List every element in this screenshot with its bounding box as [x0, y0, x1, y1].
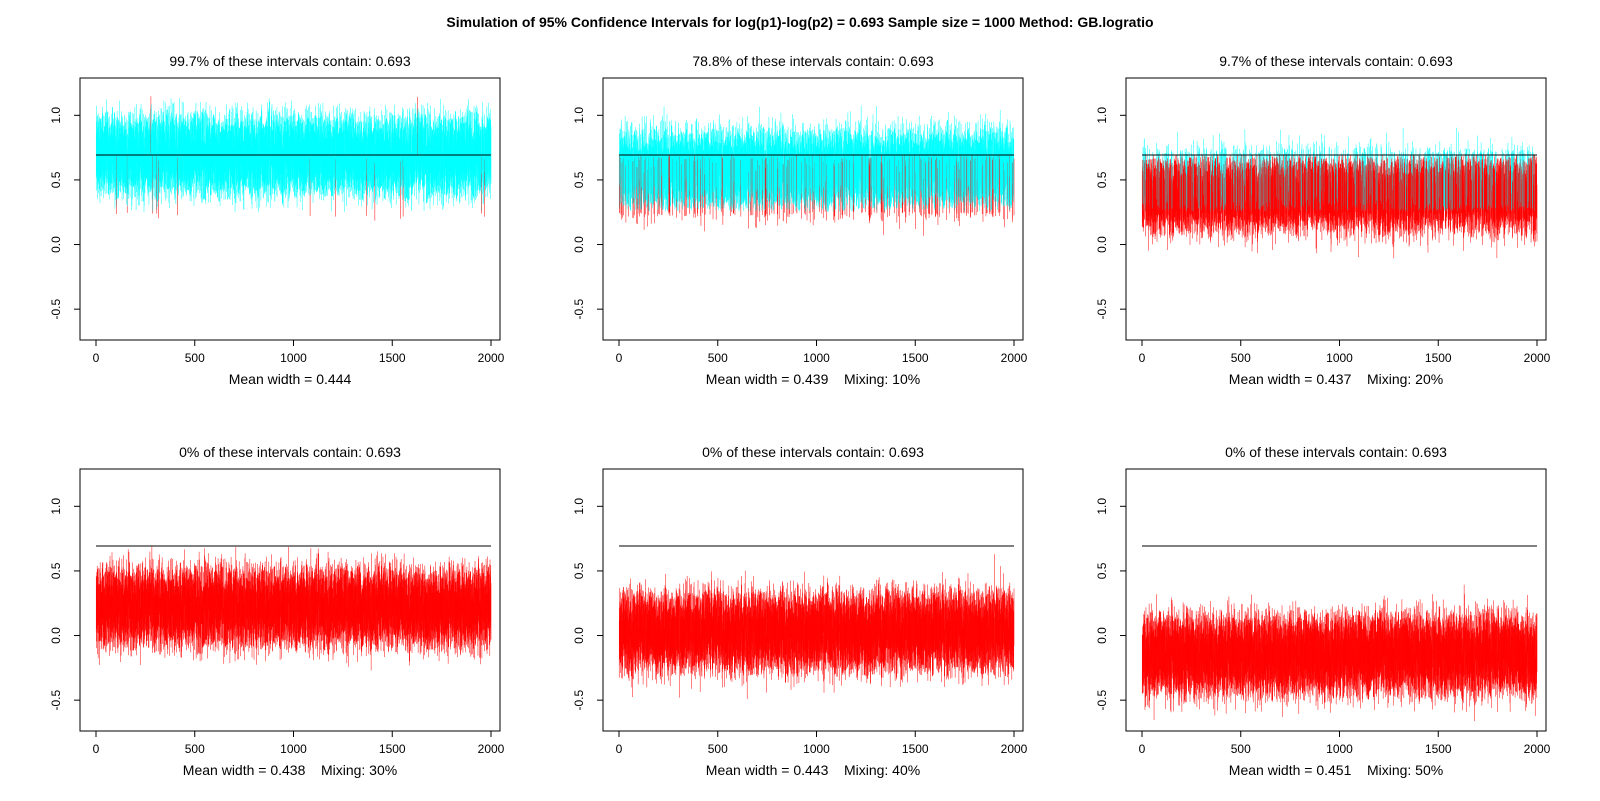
chart-panel-1: 99.7% of these intervals contain: 0.693 … [17, 30, 537, 410]
interval-segments [96, 96, 491, 220]
y-tick-label: 0.5 [572, 171, 586, 188]
x-tick-label: 0 [93, 351, 100, 365]
panel-caption: Mean width = 0.444 [80, 371, 500, 387]
interval-segments [1142, 128, 1537, 259]
y-tick-label: 0.5 [49, 171, 63, 188]
x-tick-label: 1000 [280, 351, 307, 365]
x-tick-label: 1500 [902, 351, 929, 365]
y-tick-label: 0.0 [49, 236, 63, 253]
x-tick-label: 1000 [803, 351, 830, 365]
y-tick-label: 1.0 [572, 107, 586, 124]
chart-panel-3: 9.7% of these intervals contain: 0.693 0… [1063, 30, 1583, 410]
figure-title: Simulation of 95% Confidence Intervals f… [0, 14, 1600, 30]
y-tick-label: -0.5 [49, 298, 63, 319]
x-tick-label: 500 [708, 351, 728, 365]
x-tick-label: 2000 [1001, 351, 1028, 365]
y-tick-label: 0.0 [572, 236, 586, 253]
interval-plot: 0 500 1000 1500 2000 -0.5 0.0 0.5 1.0 [17, 30, 537, 410]
interval-plot: 0 500 1000 1500 2000 -0.5 0.0 0.5 1.0 [540, 30, 1060, 410]
x-tick-label: 500 [185, 351, 205, 365]
interval-segments [619, 106, 1014, 236]
x-tick-label: 1500 [379, 351, 406, 365]
x-tick-label: 2000 [478, 351, 505, 365]
panel-caption: Mean width = 0.439 Mixing: 10% [603, 371, 1023, 387]
x-tick-label: 0 [616, 351, 623, 365]
chart-panel-2: 78.8% of these intervals contain: 0.693 … [540, 30, 1060, 410]
y-tick-label: 1.0 [49, 107, 63, 124]
y-tick-label: -0.5 [572, 298, 586, 319]
